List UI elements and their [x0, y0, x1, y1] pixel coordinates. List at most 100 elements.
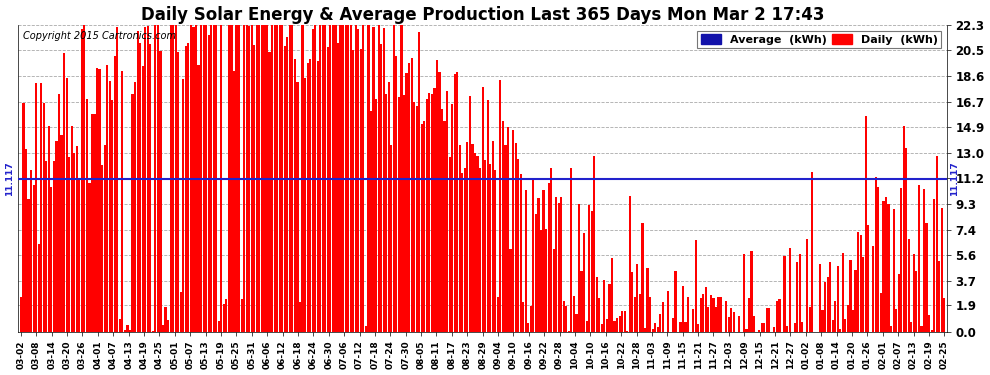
- Bar: [695, 240, 697, 332]
- Bar: [585, 321, 588, 332]
- Bar: [629, 196, 631, 332]
- Bar: [218, 321, 220, 332]
- Bar: [603, 280, 606, 332]
- Bar: [616, 318, 618, 332]
- Bar: [543, 190, 545, 332]
- Bar: [418, 32, 421, 332]
- Bar: [260, 25, 263, 332]
- Bar: [46, 160, 48, 332]
- Bar: [446, 91, 448, 332]
- Bar: [713, 298, 715, 332]
- Bar: [893, 209, 895, 332]
- Bar: [416, 106, 418, 332]
- Bar: [939, 261, 940, 332]
- Bar: [913, 255, 915, 332]
- Bar: [921, 326, 923, 332]
- Bar: [354, 25, 356, 332]
- Bar: [38, 244, 40, 332]
- Bar: [159, 51, 161, 332]
- Bar: [557, 203, 559, 332]
- Bar: [593, 156, 595, 332]
- Bar: [644, 328, 646, 332]
- Bar: [882, 201, 884, 332]
- Bar: [760, 322, 762, 332]
- Bar: [700, 298, 702, 332]
- Bar: [246, 25, 248, 332]
- Bar: [304, 78, 306, 332]
- Bar: [20, 297, 22, 332]
- Bar: [342, 25, 345, 332]
- Bar: [162, 325, 164, 332]
- Bar: [619, 316, 621, 332]
- Bar: [294, 59, 296, 332]
- Bar: [458, 145, 461, 332]
- Bar: [928, 315, 931, 332]
- Bar: [43, 103, 45, 332]
- Bar: [936, 156, 938, 332]
- Bar: [250, 25, 252, 332]
- Bar: [819, 264, 821, 332]
- Bar: [926, 223, 928, 332]
- Bar: [632, 272, 634, 332]
- Bar: [796, 261, 798, 332]
- Bar: [573, 296, 575, 332]
- Bar: [809, 307, 811, 332]
- Bar: [846, 305, 849, 332]
- Bar: [78, 178, 80, 332]
- Bar: [859, 235, 861, 332]
- Bar: [492, 141, 494, 332]
- Bar: [606, 319, 608, 332]
- Bar: [654, 323, 656, 332]
- Bar: [281, 25, 283, 332]
- Bar: [395, 56, 397, 332]
- Bar: [659, 314, 661, 332]
- Bar: [598, 298, 600, 332]
- Bar: [646, 268, 648, 332]
- Bar: [154, 25, 156, 332]
- Bar: [345, 25, 346, 332]
- Bar: [931, 330, 933, 332]
- Bar: [172, 25, 174, 332]
- Bar: [517, 159, 519, 332]
- Bar: [200, 25, 202, 332]
- Bar: [547, 183, 549, 332]
- Bar: [41, 82, 43, 332]
- Bar: [215, 25, 218, 332]
- Bar: [725, 302, 728, 332]
- Bar: [672, 318, 674, 332]
- Bar: [682, 286, 684, 332]
- Bar: [248, 26, 250, 332]
- Bar: [895, 309, 897, 332]
- Bar: [68, 157, 70, 332]
- Bar: [314, 25, 316, 332]
- Bar: [905, 148, 908, 332]
- Bar: [423, 121, 426, 332]
- Bar: [489, 164, 491, 332]
- Bar: [692, 309, 694, 332]
- Bar: [116, 27, 119, 332]
- Bar: [122, 70, 124, 332]
- Bar: [634, 297, 636, 332]
- Bar: [385, 94, 387, 332]
- Bar: [745, 329, 747, 332]
- Bar: [651, 329, 653, 332]
- Bar: [174, 25, 177, 332]
- Bar: [535, 214, 537, 332]
- Bar: [857, 232, 859, 332]
- Bar: [461, 173, 463, 332]
- Bar: [278, 25, 281, 332]
- Bar: [73, 153, 75, 332]
- Bar: [86, 99, 88, 332]
- Bar: [788, 248, 791, 332]
- Bar: [299, 302, 301, 332]
- Bar: [786, 326, 788, 332]
- Bar: [210, 25, 212, 332]
- Bar: [231, 25, 233, 332]
- Bar: [880, 292, 882, 332]
- Bar: [471, 144, 473, 332]
- Bar: [555, 197, 557, 332]
- Bar: [705, 286, 707, 332]
- Bar: [335, 25, 337, 332]
- Bar: [611, 258, 613, 332]
- Bar: [900, 188, 902, 332]
